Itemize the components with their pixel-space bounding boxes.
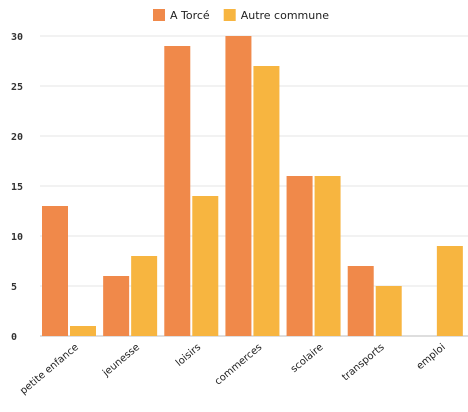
legend-swatch <box>223 9 236 21</box>
x-axis-labels: petite enfance jeunesse loisirs commerces sc… <box>18 342 448 397</box>
bar-a-torce-jeunesse <box>103 276 130 336</box>
bar-autre-commune-emploi <box>436 246 463 336</box>
x-tick-label: petite enfance <box>18 342 81 397</box>
y-tick-label: 15 <box>11 182 23 193</box>
bar-autre-commune-loisirs <box>192 196 219 336</box>
x-tick-label: commerces <box>213 342 265 388</box>
y-tick-label: 10 <box>11 232 23 243</box>
bar-autre-commune-jeunesse <box>131 256 158 336</box>
x-tick-label: transports <box>340 342 386 383</box>
bar-a-torce-scolaire <box>286 176 313 336</box>
x-tick-label: emploi <box>415 342 448 372</box>
y-axis-ticks: 0 5 10 15 20 25 30 <box>11 32 23 343</box>
legend-label: A Torcé <box>170 9 210 22</box>
bar-a-torce-petite-enfance <box>42 206 68 336</box>
legend-swatch <box>153 9 165 21</box>
bar-a-torce-loisirs <box>164 46 191 336</box>
bar-a-torce-commerces <box>225 36 252 336</box>
legend-label: Autre commune <box>241 9 330 22</box>
y-tick-label: 0 <box>11 332 17 343</box>
x-tick-label: loisirs <box>174 342 203 369</box>
x-tick-label: scolaire <box>289 342 326 375</box>
y-tick-label: 30 <box>11 32 23 43</box>
legend: A Torcé Autre commune <box>153 9 329 22</box>
bar-autre-commune-commerces <box>253 66 280 336</box>
bar-autre-commune-scolaire <box>314 176 341 336</box>
y-tick-label: 20 <box>11 132 23 143</box>
bars <box>42 36 463 336</box>
x-tick-label: jeunesse <box>100 342 142 380</box>
bar-autre-commune-transports <box>375 286 402 336</box>
y-tick-label: 25 <box>11 82 23 93</box>
y-tick-label: 5 <box>11 282 17 293</box>
bar-autre-commune-petite-enfance <box>70 326 96 336</box>
bar-a-torce-transports <box>347 266 374 336</box>
